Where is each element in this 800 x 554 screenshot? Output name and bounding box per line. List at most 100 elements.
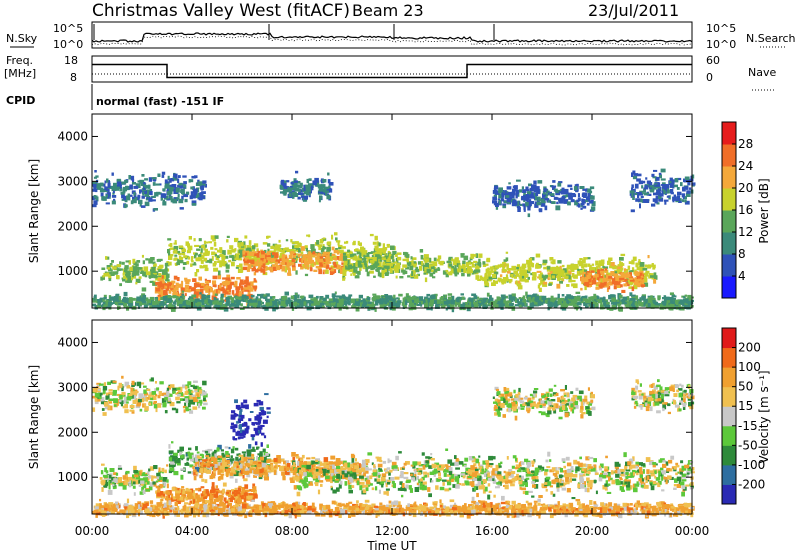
- velocity-cell: [124, 381, 130, 387]
- velocity-cell: [145, 488, 151, 492]
- power-cell: [209, 287, 213, 293]
- velocity-cell: [109, 398, 114, 401]
- power-cell: [227, 282, 230, 286]
- power-cell: [139, 267, 143, 270]
- power-cell: [606, 304, 611, 310]
- power-cell: [494, 304, 499, 308]
- power-cell: [274, 261, 278, 265]
- power-cell: [325, 300, 330, 303]
- velocity-cell: [198, 403, 201, 409]
- power-cell: [365, 266, 369, 271]
- power-cell: [307, 266, 310, 270]
- power-cell: [343, 262, 348, 266]
- power-cell: [522, 189, 527, 193]
- power-cell: [281, 296, 286, 301]
- power-cell: [318, 199, 321, 203]
- power-cell: [310, 244, 315, 249]
- velocity-cell: [133, 465, 137, 470]
- power-cell: [544, 198, 550, 201]
- power-cell: [399, 276, 404, 279]
- power-cell: [206, 267, 209, 271]
- power-cell: [397, 256, 402, 261]
- power-cell: [140, 271, 143, 274]
- power-cell: [227, 249, 232, 255]
- power-cell: [584, 269, 588, 275]
- power-cell: [436, 299, 441, 304]
- power-cell: [656, 202, 660, 205]
- power-cell: [538, 208, 543, 213]
- velocity-cell: [158, 478, 161, 481]
- power-cell: [164, 275, 169, 281]
- power-cell: [542, 259, 548, 264]
- power-cell: [262, 263, 266, 268]
- power-cell: [583, 303, 588, 306]
- power-cell: [511, 201, 517, 207]
- power-cell: [486, 257, 491, 263]
- power-cell: [318, 258, 323, 264]
- power-cell: [338, 244, 343, 248]
- power-cell: [515, 192, 519, 196]
- power-cell: [198, 276, 202, 281]
- power-cell: [526, 300, 530, 303]
- power-cell: [402, 258, 407, 262]
- power-cell: [402, 271, 406, 275]
- power-cell: [172, 291, 175, 296]
- velocity-cell: [101, 487, 104, 492]
- power-cell: [239, 291, 242, 294]
- power-cell: [266, 257, 271, 261]
- power-cell: [239, 307, 245, 310]
- power-cell: [477, 262, 482, 266]
- power-cell: [217, 284, 221, 290]
- power-cell: [328, 182, 334, 186]
- power-cell: [282, 183, 287, 187]
- power-cell: [336, 303, 340, 308]
- power-cell: [522, 295, 526, 300]
- power-cell: [171, 289, 177, 292]
- velocity-cell: [202, 380, 207, 386]
- power-cell: [339, 296, 342, 300]
- velocity-cell: [156, 387, 160, 391]
- power-cell: [618, 307, 623, 312]
- power-cell: [473, 260, 478, 264]
- power-cell: [212, 280, 217, 285]
- power-cell: [630, 298, 636, 302]
- power-cell: [483, 304, 487, 308]
- power-cell: [653, 275, 658, 280]
- power-cell: [267, 248, 270, 254]
- power-cell: [411, 296, 417, 299]
- power-cell: [614, 285, 617, 289]
- power-cell: [289, 190, 293, 194]
- power-cell: [547, 300, 553, 304]
- power-cell: [292, 266, 296, 271]
- power-cell: [249, 281, 254, 287]
- power-cell: [505, 305, 508, 308]
- power-cell: [128, 297, 133, 302]
- power-cell: [299, 258, 302, 263]
- velocity-cell: [112, 484, 115, 487]
- power-cell: [367, 265, 371, 269]
- power-cell: [174, 286, 179, 291]
- power-cell: [185, 305, 188, 309]
- power-cell: [178, 183, 181, 186]
- power-cell: [156, 300, 160, 304]
- power-cell: [265, 293, 270, 297]
- velocity-cell: [118, 482, 124, 487]
- power-cell: [164, 179, 168, 185]
- power-cell: [548, 283, 552, 286]
- power-cell: [290, 181, 294, 185]
- power-cell: [473, 254, 477, 257]
- power-cell: [387, 295, 393, 299]
- power-cell: [95, 175, 99, 178]
- power-cell: [254, 299, 259, 303]
- power-cell: [174, 240, 177, 245]
- power-cell: [433, 268, 438, 273]
- power-cell: [540, 198, 545, 203]
- power-cell: [632, 170, 636, 175]
- power-cell: [581, 259, 586, 264]
- power-cell: [373, 275, 376, 278]
- power-heatmap: [92, 168, 696, 313]
- velocity-cell: [203, 402, 208, 406]
- power-cell: [398, 268, 401, 273]
- power-cell: [177, 184, 181, 188]
- velocity-cell: [113, 404, 117, 407]
